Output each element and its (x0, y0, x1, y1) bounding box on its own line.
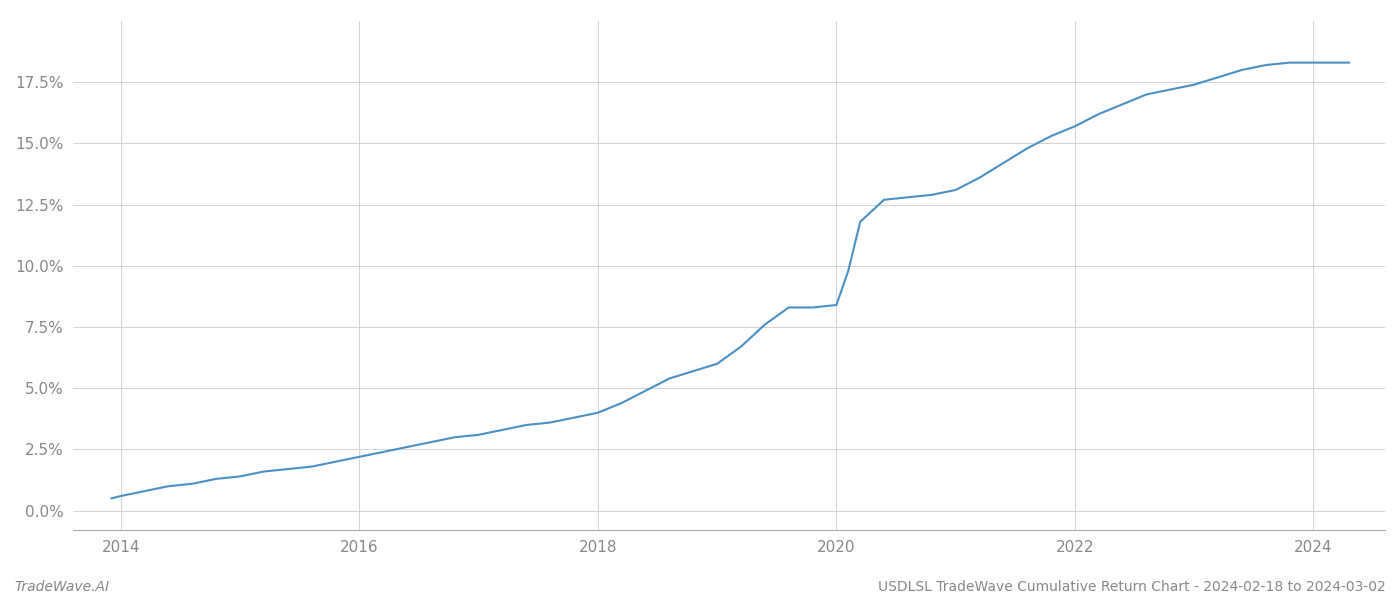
Text: TradeWave.AI: TradeWave.AI (14, 580, 109, 594)
Text: USDLSL TradeWave Cumulative Return Chart - 2024-02-18 to 2024-03-02: USDLSL TradeWave Cumulative Return Chart… (878, 580, 1386, 594)
